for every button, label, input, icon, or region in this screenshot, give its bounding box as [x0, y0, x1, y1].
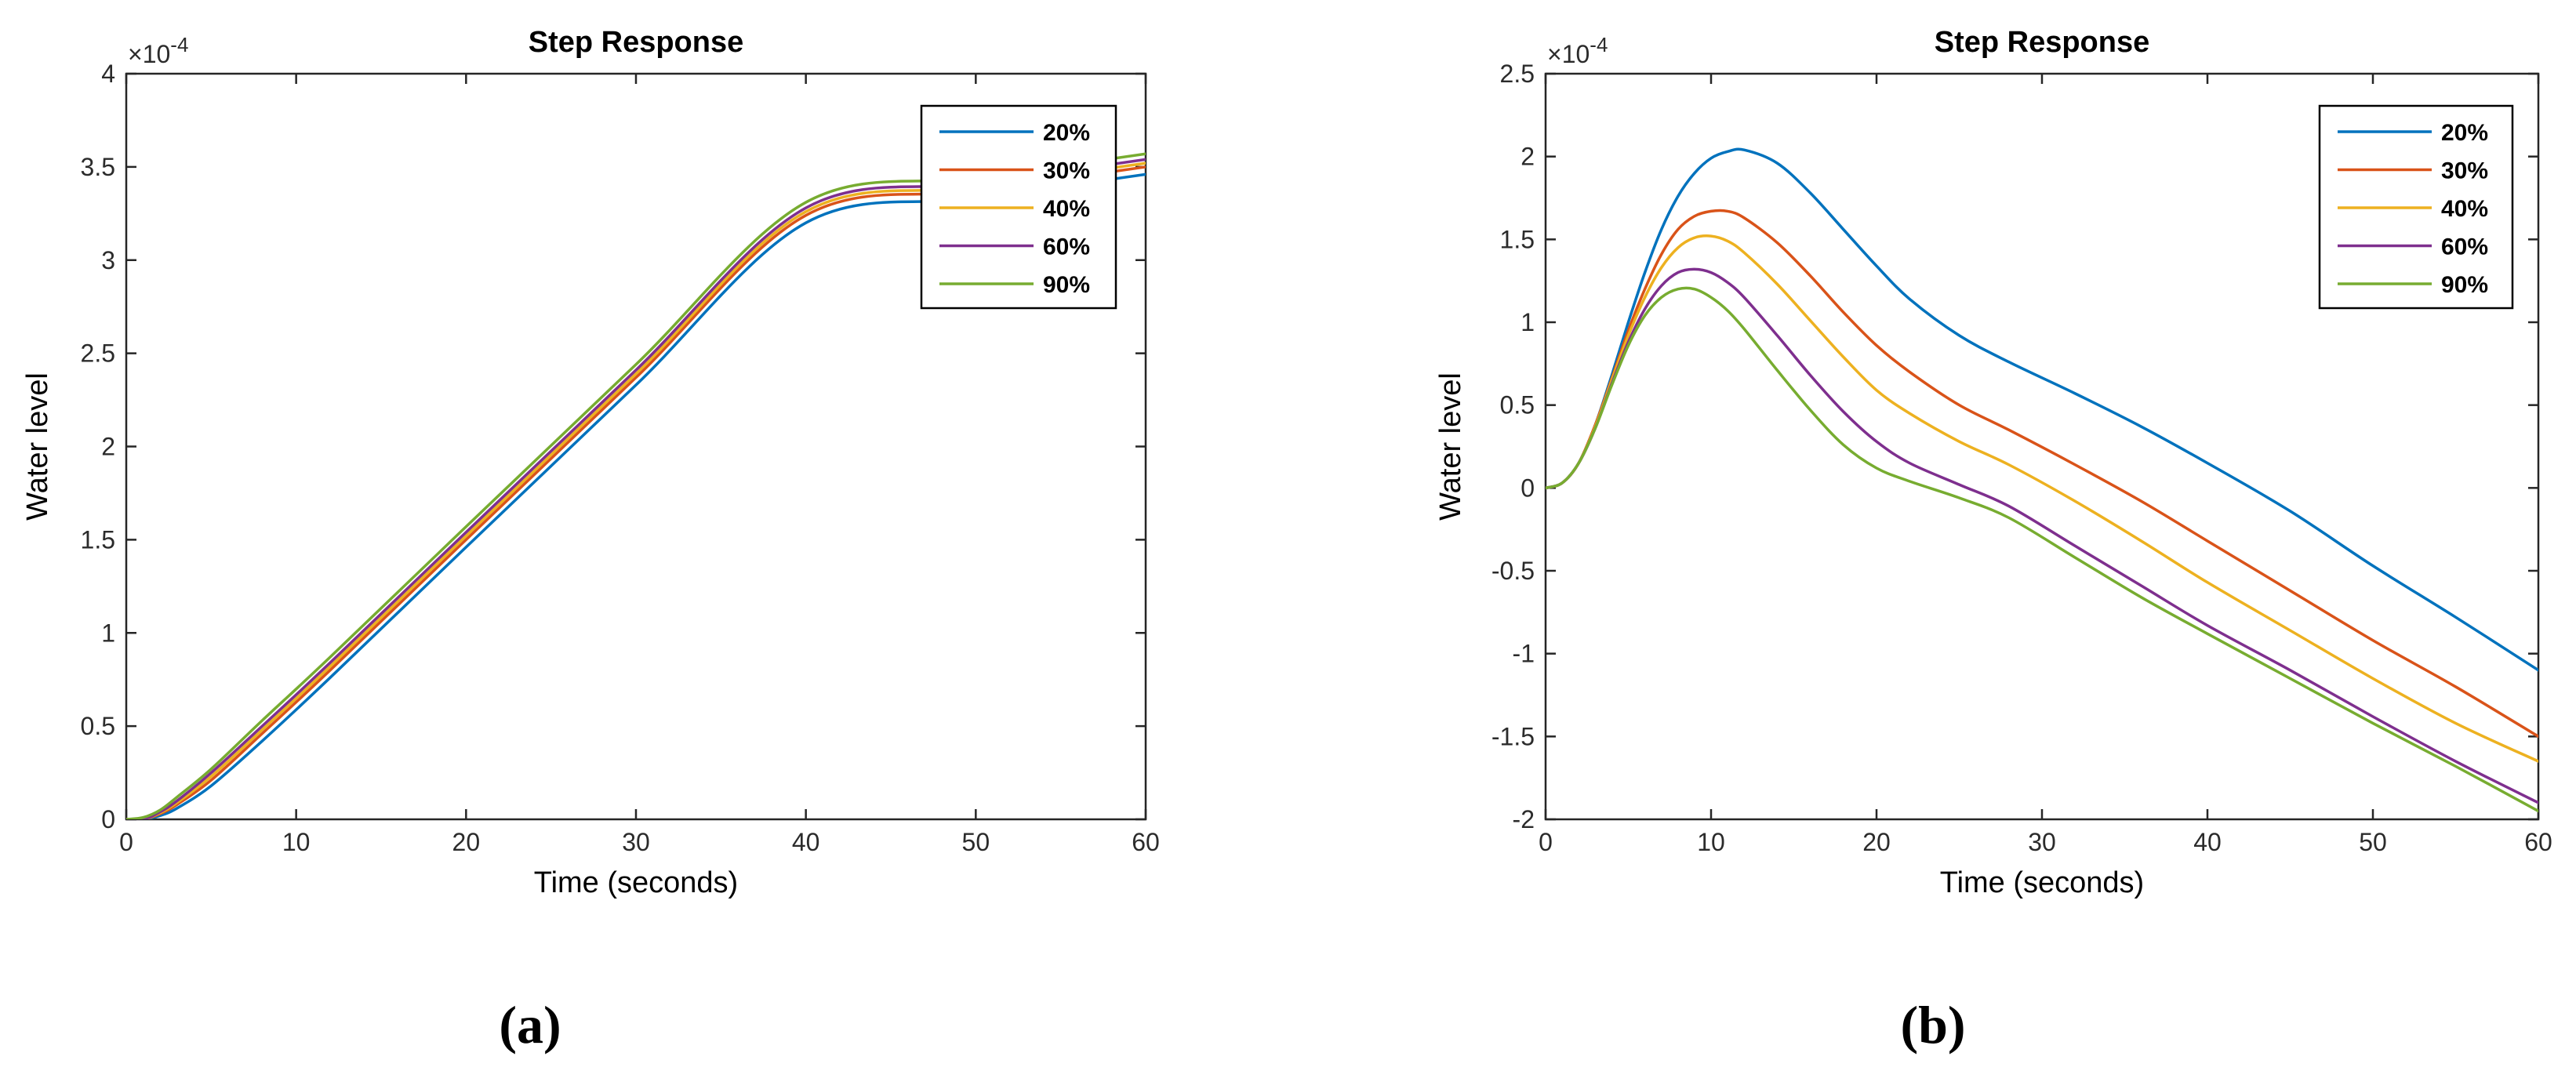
chart-title: Step Response	[529, 26, 744, 59]
y-tick-label: 2.5	[1500, 60, 1535, 88]
y-tick-label: -0.5	[1491, 557, 1535, 585]
y-tick-label: -1	[1513, 640, 1535, 668]
x-tick-label: 20	[452, 828, 481, 856]
legend-label: 90%	[2441, 272, 2488, 298]
y-tick-label: 2.5	[81, 339, 115, 368]
chart-a: 0 10 20 30 40 50 60 0 0.5 1 1.5 2 2.5 3 3.5 4 ×10-4 Step …	[21, 26, 1160, 1055]
series-line-20pct	[126, 172, 1146, 819]
y-tick-label: -2	[1513, 805, 1535, 833]
y-exponent-label: ×10-4	[1547, 33, 1608, 68]
y-tick-label: -1.5	[1491, 722, 1535, 750]
x-tick-label: 40	[792, 828, 820, 856]
legend-label: 20%	[1043, 120, 1090, 146]
y-tick-label: 1.5	[81, 525, 115, 554]
legend-label: 90%	[1043, 272, 1090, 298]
legend-label: 40%	[2441, 196, 2488, 222]
x-tick-label: 50	[2359, 828, 2387, 856]
y-exponent-label: ×10-4	[128, 33, 188, 68]
series-group	[126, 152, 1146, 819]
x-axis-label: Time (seconds)	[534, 866, 738, 899]
series-line-40pct	[1546, 234, 2538, 763]
panel-label: (b)	[1900, 995, 1965, 1055]
y-tick-label: 1	[1521, 308, 1535, 336]
x-axis-label: Time (seconds)	[1940, 866, 2144, 899]
y-tick-label: 4	[101, 60, 115, 88]
legend: 20% 30% 40% 60% 90%	[2318, 104, 2514, 310]
legend-label: 30%	[1043, 158, 1090, 184]
y-tick-label: 1.5	[1500, 225, 1535, 253]
y-exponent-power: -4	[170, 33, 188, 56]
y-tick-label: 3.5	[81, 153, 115, 181]
y-tick-label: 0	[1521, 474, 1535, 502]
series-line-90pct	[1546, 286, 2538, 813]
series-line-60pct	[126, 158, 1146, 819]
legend-label: 60%	[2441, 234, 2488, 260]
series-line-30pct	[1546, 209, 2538, 739]
x-tick-label: 0	[119, 828, 133, 856]
x-tick-label: 10	[1697, 828, 1725, 856]
legend-label: 40%	[1043, 196, 1090, 222]
x-tick-label: 40	[2193, 828, 2222, 856]
y-tick-label: 0.5	[81, 712, 115, 740]
x-tick-label: 50	[962, 828, 990, 856]
series-line-20pct	[1546, 147, 2538, 672]
chart-b: 0 10 20 30 40 50 60 -2 -1.5 -1 -0.5 0 0.5 1 1.5 2 2.5 ×10…	[1434, 26, 2552, 1055]
x-tick-label: 20	[1862, 828, 1891, 856]
y-axis-label: Water level	[21, 372, 54, 521]
legend: 20% 30% 40% 60% 90%	[920, 104, 1117, 310]
x-tick-label: 30	[622, 828, 650, 856]
x-tick-label: 60	[1132, 828, 1160, 856]
y-tick-label: 2	[101, 433, 115, 461]
series-line-90pct	[126, 152, 1146, 819]
x-tick-label: 30	[2028, 828, 2056, 856]
x-tick-label: 60	[2524, 828, 2552, 856]
legend-label: 60%	[1043, 234, 1090, 260]
y-exponent-power: -4	[1590, 33, 1608, 56]
x-tick-label: 0	[1539, 828, 1553, 856]
y-tick-label: 0.5	[1500, 391, 1535, 419]
y-axis-label: Water level	[1434, 372, 1467, 521]
x-tick-label: 10	[282, 828, 311, 856]
y-tick-label: 0	[101, 805, 115, 833]
chart-title: Step Response	[1935, 26, 2150, 59]
y-tick-label: 3	[101, 246, 115, 274]
panel-label: (a)	[499, 995, 561, 1055]
series-group	[1546, 147, 2538, 813]
legend-label: 20%	[2441, 120, 2488, 146]
y-tick-label: 1	[101, 619, 115, 647]
legend-label: 30%	[2441, 158, 2488, 184]
y-tick-label: 2	[1521, 143, 1535, 171]
